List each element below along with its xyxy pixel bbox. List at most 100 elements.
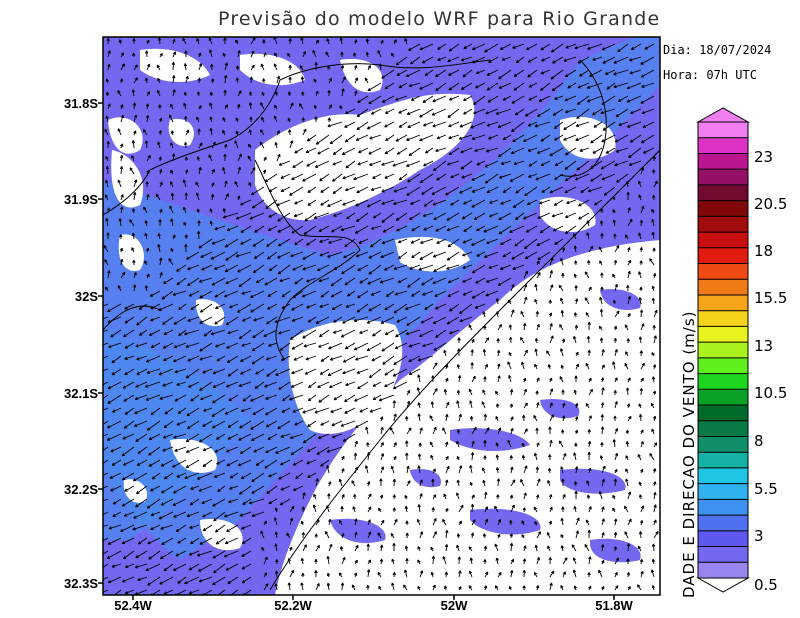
wind-arrow xyxy=(202,446,213,452)
wind-arrow xyxy=(432,362,438,370)
wind-arrow xyxy=(249,116,253,123)
wind-arrow xyxy=(354,77,358,84)
wind-arrow xyxy=(574,403,579,409)
wind-arrow xyxy=(458,134,473,140)
wind-arrow xyxy=(573,233,577,240)
wind-arrow xyxy=(105,165,110,175)
wind-arrow xyxy=(651,285,655,292)
wind-arrow xyxy=(211,141,216,149)
wind-arrow xyxy=(327,121,343,128)
wind-arrow xyxy=(509,494,514,500)
wind-arrow xyxy=(575,530,579,539)
wind-arrow xyxy=(395,329,408,338)
wind-arrow xyxy=(497,363,501,370)
wind-arrow xyxy=(497,277,512,286)
wind-arrow xyxy=(512,199,525,208)
wind-arrow xyxy=(471,199,486,208)
wind-arrow xyxy=(163,420,174,429)
colorbar-segment xyxy=(698,483,748,500)
wind-arrow xyxy=(614,349,618,357)
wind-arrow xyxy=(133,130,137,136)
wind-arrow xyxy=(495,454,500,461)
wind-arrow xyxy=(612,273,616,279)
wind-arrow xyxy=(406,316,421,326)
wind-arrow xyxy=(534,348,538,357)
wind-arrow xyxy=(354,466,359,474)
wind-arrow xyxy=(653,309,658,318)
wind-arrow xyxy=(353,342,369,351)
wind-arrow xyxy=(197,128,201,136)
wind-arrow xyxy=(131,155,135,162)
wind-arrow xyxy=(391,558,395,565)
wind-arrow xyxy=(540,160,551,166)
wind-arrow xyxy=(328,77,333,84)
wind-arrow xyxy=(238,485,252,495)
wind-arrow xyxy=(120,206,124,214)
wind-arrow xyxy=(549,323,553,331)
wind-arrow xyxy=(119,165,124,175)
wind-arrow xyxy=(241,537,252,544)
wind-arrow xyxy=(103,433,109,437)
wind-arrow xyxy=(578,212,590,220)
wind-arrow xyxy=(640,440,644,448)
wind-arrow xyxy=(522,377,527,383)
wind-arrow xyxy=(416,518,421,526)
wind-arrow xyxy=(355,134,369,141)
wind-arrow xyxy=(510,569,514,578)
wind-arrow xyxy=(653,531,659,539)
wind-arrow xyxy=(215,589,226,595)
wind-arrow xyxy=(292,160,304,169)
wind-arrow xyxy=(469,481,473,487)
wind-arrow xyxy=(534,298,538,305)
wind-arrow xyxy=(289,433,304,440)
wind-arrow xyxy=(345,381,356,387)
wind-arrow xyxy=(188,381,200,388)
wind-arrow xyxy=(210,251,226,260)
wind-arrow xyxy=(237,459,252,467)
wind-arrow xyxy=(156,64,161,71)
wind-arrow xyxy=(627,259,632,266)
wind-arrow xyxy=(579,69,590,77)
wind-arrow xyxy=(357,95,369,103)
wind-arrow xyxy=(301,290,317,298)
wind-arrow xyxy=(442,427,447,435)
wind-arrow xyxy=(354,518,358,526)
wind-arrow xyxy=(371,108,382,115)
wind-arrow xyxy=(150,485,161,492)
wind-arrow xyxy=(498,212,512,221)
wind-arrow xyxy=(275,446,291,454)
wind-arrow xyxy=(536,478,541,487)
wind-arrow xyxy=(304,368,317,375)
wind-arrow xyxy=(536,260,540,266)
wind-arrow xyxy=(235,130,239,136)
wind-arrow xyxy=(410,56,421,65)
wind-arrow xyxy=(240,407,252,413)
wind-arrow xyxy=(279,498,291,506)
wind-arrow xyxy=(527,121,538,127)
wind-arrow xyxy=(184,234,188,240)
wind-arrow xyxy=(614,518,618,526)
wind-arrow xyxy=(627,270,631,279)
wind-arrow xyxy=(159,257,163,266)
wind-arrow xyxy=(319,238,330,243)
wind-arrow xyxy=(573,245,577,253)
wind-arrow xyxy=(625,468,629,474)
wind-arrow xyxy=(370,186,382,192)
wind-arrow xyxy=(368,95,382,105)
wind-arrow xyxy=(212,498,226,507)
lat-label-32-1s: 32.1S xyxy=(64,386,98,401)
wind-arrow xyxy=(277,264,291,275)
wind-arrow xyxy=(652,194,656,201)
wind-arrow xyxy=(189,498,200,506)
wind-arrow xyxy=(150,407,161,416)
wind-arrow xyxy=(240,355,252,362)
wind-arrow xyxy=(240,472,252,480)
wind-arrow xyxy=(495,467,500,474)
wind-arrow xyxy=(340,506,344,513)
wind-arrow xyxy=(405,160,421,167)
wind-arrow xyxy=(186,251,200,260)
wind-arrow xyxy=(146,194,150,201)
wind-arrow xyxy=(280,433,291,438)
wind-arrow xyxy=(331,433,343,439)
wind-arrow xyxy=(586,480,590,487)
